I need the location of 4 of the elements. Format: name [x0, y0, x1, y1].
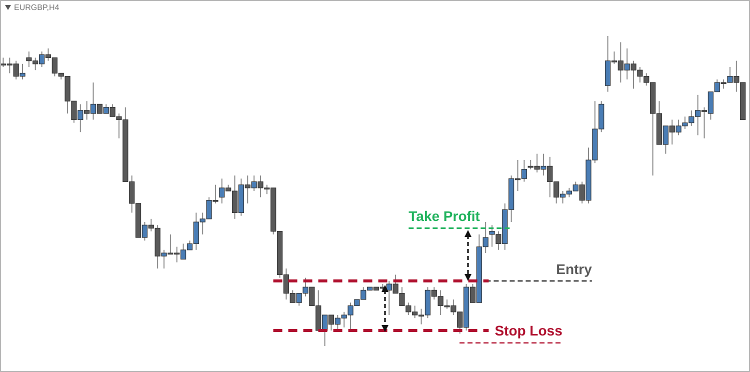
ref-line-label: Entry — [556, 260, 592, 277]
ref-line-label: Stop Loss — [494, 322, 563, 338]
chart-title: EURGBP,H4 — [14, 3, 60, 12]
ref-line-label: Take Profit — [408, 208, 480, 224]
